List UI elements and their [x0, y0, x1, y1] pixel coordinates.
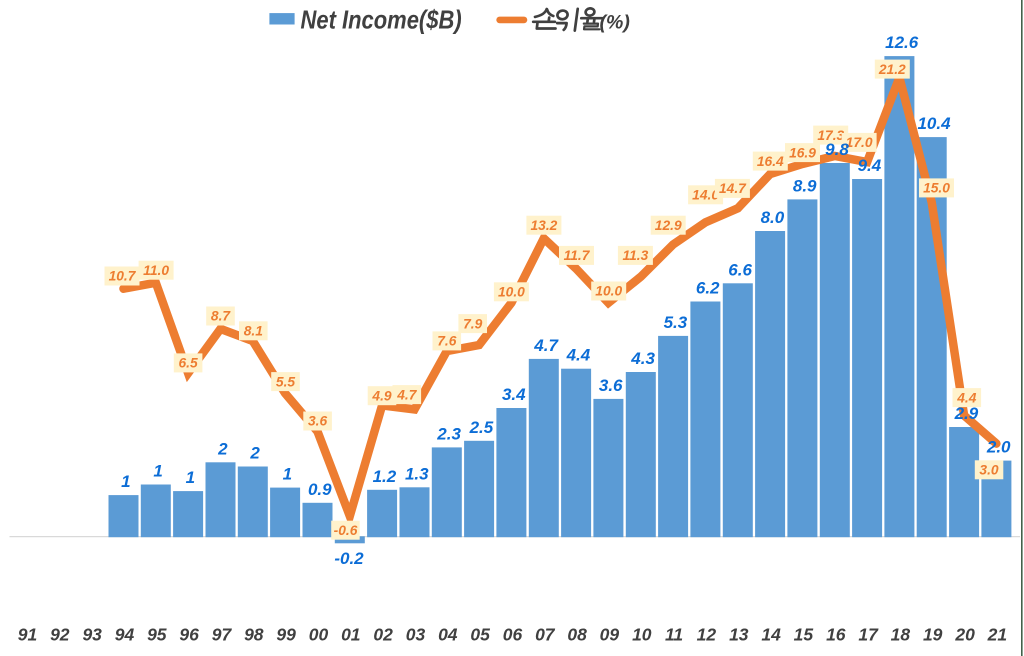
- svg-text:-0.2: -0.2: [334, 549, 364, 568]
- svg-text:99: 99: [276, 625, 296, 645]
- svg-text:4.4: 4.4: [566, 346, 591, 365]
- svg-text:8.1: 8.1: [244, 324, 263, 339]
- svg-text:16: 16: [826, 625, 846, 645]
- svg-text:1: 1: [186, 468, 195, 487]
- svg-text:95: 95: [147, 625, 167, 645]
- svg-text:07: 07: [535, 625, 556, 645]
- svg-text:4.7: 4.7: [533, 336, 559, 355]
- svg-text:10.0: 10.0: [498, 285, 525, 300]
- svg-text:15: 15: [794, 625, 814, 645]
- svg-text:15.0: 15.0: [923, 181, 950, 196]
- svg-text:2.0: 2.0: [986, 438, 1011, 457]
- svg-text:11.3: 11.3: [622, 248, 648, 263]
- svg-text:94: 94: [115, 625, 135, 645]
- svg-text:4.9: 4.9: [371, 388, 392, 403]
- svg-text:14: 14: [761, 625, 781, 645]
- svg-text:00: 00: [309, 625, 329, 645]
- svg-text:1.2: 1.2: [373, 467, 397, 486]
- svg-text:14.0: 14.0: [692, 188, 719, 203]
- svg-text:11: 11: [665, 625, 683, 645]
- svg-text:11.0: 11.0: [143, 263, 169, 278]
- svg-text:3.6: 3.6: [308, 414, 328, 429]
- svg-text:2: 2: [217, 439, 228, 458]
- svg-text:3.0: 3.0: [979, 463, 999, 478]
- svg-text:2.9: 2.9: [954, 404, 979, 423]
- svg-text:13.2: 13.2: [530, 218, 557, 233]
- svg-text:10.4: 10.4: [917, 114, 951, 133]
- svg-text:2.3: 2.3: [436, 424, 461, 443]
- svg-text:1: 1: [283, 465, 292, 484]
- svg-text:6.6: 6.6: [728, 260, 752, 279]
- svg-text:3.6: 3.6: [599, 376, 623, 395]
- svg-text:10: 10: [632, 625, 652, 645]
- svg-text:Net Income($B): Net Income($B): [301, 6, 462, 35]
- svg-text:1: 1: [121, 472, 130, 491]
- svg-text:21: 21: [987, 625, 1007, 645]
- svg-text:6.5: 6.5: [179, 356, 199, 371]
- svg-text:21.2: 21.2: [878, 62, 906, 77]
- svg-text:93: 93: [82, 625, 102, 645]
- svg-text:5.5: 5.5: [276, 374, 296, 389]
- svg-text:12.6: 12.6: [885, 33, 919, 52]
- svg-text:17: 17: [858, 625, 879, 645]
- svg-text:12: 12: [697, 625, 717, 645]
- svg-text:7.9: 7.9: [463, 316, 483, 331]
- svg-text:02: 02: [373, 625, 393, 645]
- svg-text:01: 01: [341, 625, 360, 645]
- svg-text:6.2: 6.2: [696, 279, 720, 298]
- svg-text:09: 09: [600, 625, 620, 645]
- svg-text:4.4: 4.4: [956, 390, 977, 405]
- svg-text:17.3: 17.3: [817, 128, 844, 143]
- svg-text:11.7: 11.7: [564, 248, 591, 263]
- svg-text:2.5: 2.5: [469, 418, 494, 437]
- svg-text:2: 2: [249, 444, 260, 463]
- svg-text:9.4: 9.4: [858, 156, 882, 175]
- svg-text:16.4: 16.4: [757, 154, 784, 169]
- svg-text:8.9: 8.9: [793, 176, 817, 195]
- svg-text:7.6: 7.6: [437, 334, 457, 349]
- svg-text:13: 13: [729, 625, 749, 645]
- svg-text:-0.6: -0.6: [334, 523, 358, 538]
- svg-text:4.3: 4.3: [630, 349, 655, 368]
- svg-text:9.8: 9.8: [825, 140, 849, 159]
- svg-text:92: 92: [50, 625, 70, 645]
- svg-text:06: 06: [503, 625, 523, 645]
- svg-text:18: 18: [891, 625, 911, 645]
- svg-text:96: 96: [179, 625, 199, 645]
- svg-text:20: 20: [954, 625, 975, 645]
- svg-text:0.9: 0.9: [308, 480, 332, 499]
- svg-text:04: 04: [438, 625, 458, 645]
- svg-text:91: 91: [18, 625, 37, 645]
- svg-text:1: 1: [153, 462, 162, 481]
- svg-text:17.0: 17.0: [846, 135, 873, 150]
- svg-text:4.7: 4.7: [396, 387, 418, 402]
- svg-text:14.7: 14.7: [719, 181, 747, 196]
- svg-text:16.9: 16.9: [789, 145, 816, 160]
- svg-text:5.3: 5.3: [664, 313, 688, 332]
- svg-text:8.7: 8.7: [211, 309, 232, 324]
- svg-text:12.9: 12.9: [655, 218, 682, 233]
- svg-text:10.0: 10.0: [595, 284, 622, 299]
- svg-text:03: 03: [406, 625, 426, 645]
- svg-text:8.0: 8.0: [761, 208, 785, 227]
- svg-text:97: 97: [212, 625, 233, 645]
- svg-text:98: 98: [244, 625, 264, 645]
- svg-text:10.7: 10.7: [109, 269, 137, 284]
- svg-text:05: 05: [470, 625, 490, 645]
- svg-text:(%): (%): [600, 11, 630, 33]
- svg-text:1.3: 1.3: [405, 464, 429, 483]
- svg-text:3.4: 3.4: [502, 385, 526, 404]
- svg-text:08: 08: [567, 625, 587, 645]
- svg-text:19: 19: [923, 625, 943, 645]
